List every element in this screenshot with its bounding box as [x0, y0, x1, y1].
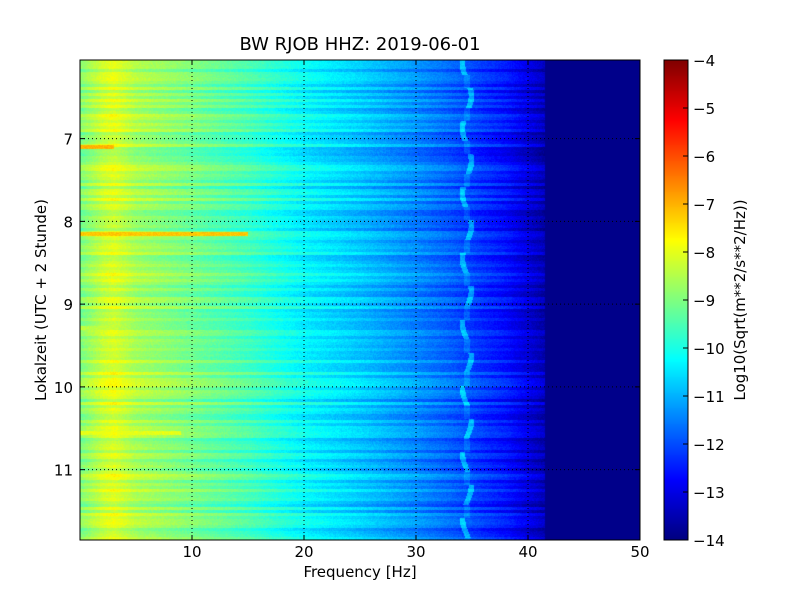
colorbar-label: Log10(Sqrt(m**2/s**2/Hz)) — [731, 199, 749, 400]
x-axis-ticks: 10 20 30 40 50 — [182, 60, 650, 561]
colorbar-tick-label: −11 — [693, 388, 725, 406]
x-tick-label: 10 — [182, 543, 201, 561]
y-tick-label: 10 — [54, 379, 73, 397]
y-tick-label: 9 — [63, 296, 73, 314]
colorbar-tick-label: −4 — [693, 52, 715, 70]
y-tick-label: 7 — [63, 131, 73, 149]
x-tick-label: 50 — [630, 543, 649, 561]
x-axis-label: Frequency [Hz] — [303, 563, 416, 581]
chart-title: BW RJOB HHZ: 2019-06-01 — [239, 34, 480, 55]
colorbar: −4 −5 −6 −7 −8 −9 −10 −11 −12 −13 −14 — [663, 52, 725, 550]
y-tick-label: 11 — [54, 462, 73, 480]
y-axis-label: Lokalzeit (UTC + 2 Stunde) — [32, 199, 50, 401]
colorbar-tick-label: −6 — [693, 148, 715, 166]
colorbar-tick-label: −8 — [693, 244, 715, 262]
colorbar-ticks: −4 −5 −6 −7 −8 −9 −10 −11 −12 −13 −14 — [683, 52, 725, 550]
plot-area: 10 20 30 40 50 7 8 9 10 11 — [54, 59, 650, 561]
x-tick-label: 30 — [406, 543, 425, 561]
y-axis-ticks: 7 8 9 10 11 — [54, 131, 640, 480]
y-tick-label: 8 — [63, 213, 73, 231]
spectrogram-image — [80, 60, 640, 540]
colorbar-tick-label: −12 — [693, 436, 725, 454]
colorbar-tick-label: −5 — [693, 100, 715, 118]
plot-frame — [79, 59, 641, 541]
x-tick-label: 40 — [518, 543, 537, 561]
colorbar-tick-label: −7 — [693, 196, 715, 214]
colorbar-tick-label: −14 — [693, 532, 725, 550]
grid-lines — [80, 60, 640, 540]
colorbar-tick-label: −10 — [693, 340, 725, 358]
colorbar-tick-label: −9 — [693, 292, 715, 310]
x-tick-label: 20 — [294, 543, 313, 561]
colorbar-tick-label: −13 — [693, 484, 725, 502]
